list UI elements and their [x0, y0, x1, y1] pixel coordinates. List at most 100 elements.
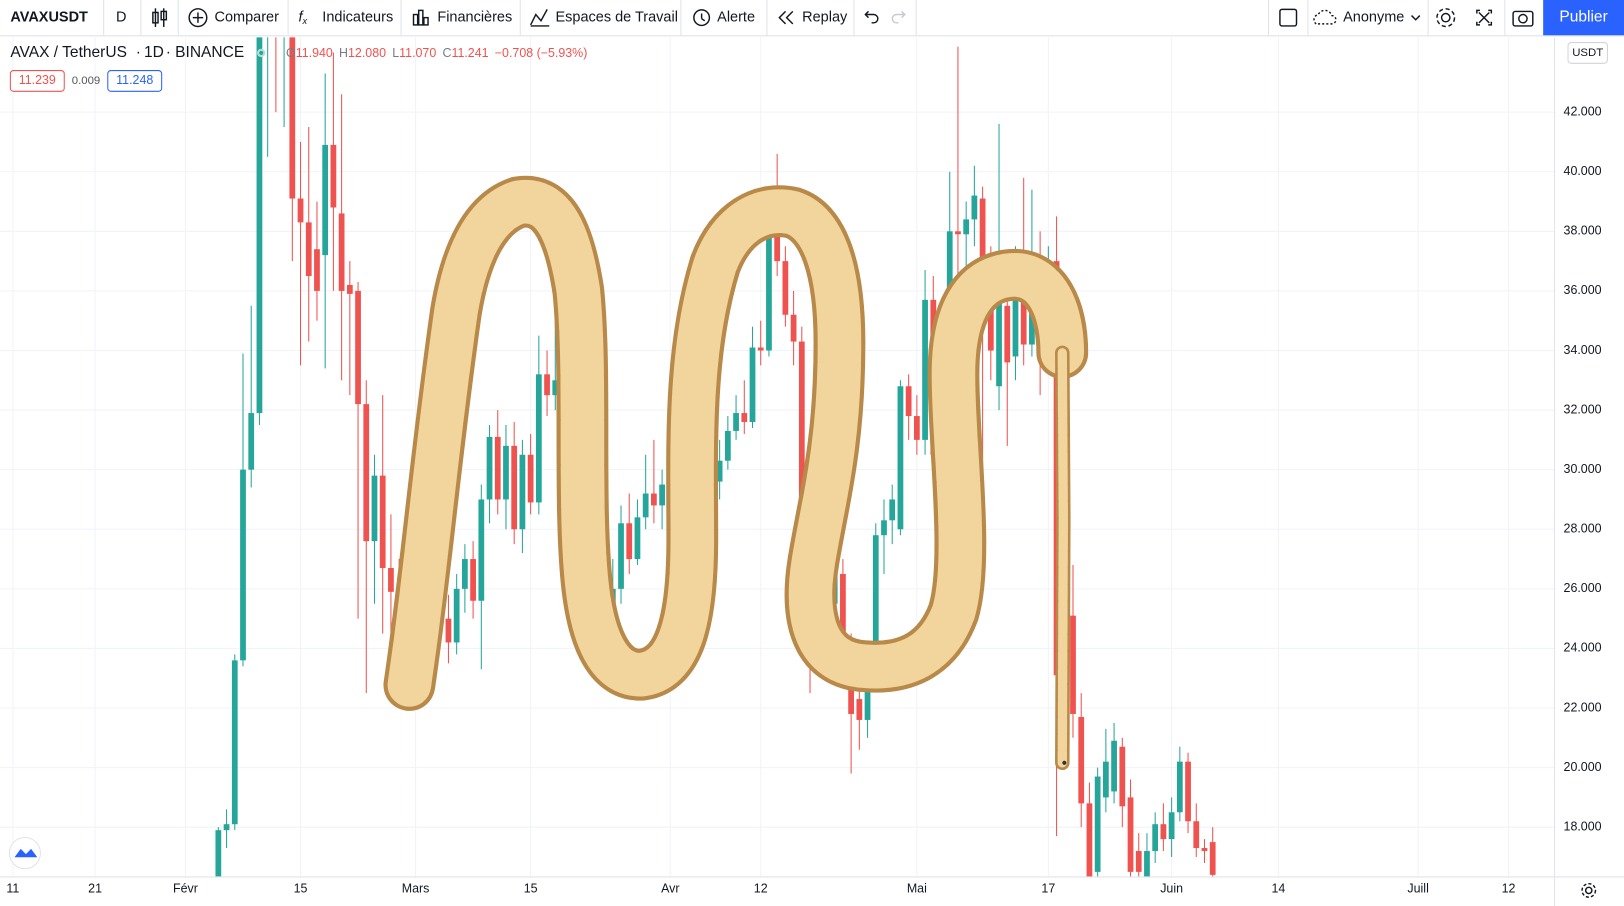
candle-body	[1209, 842, 1216, 875]
candle-body	[248, 413, 255, 470]
compare-icon[interactable]	[188, 8, 208, 28]
candle-body	[535, 374, 542, 503]
compare-button[interactable]: Comparer	[215, 9, 280, 25]
toolbar-bg	[0, 0, 1624, 36]
y-tick-label: 34.000	[1564, 343, 1602, 357]
replay-icon[interactable]	[778, 10, 794, 25]
ask: 11.248	[116, 73, 153, 87]
y-tick-label: 32.000	[1564, 402, 1602, 416]
candle-body	[724, 430, 731, 461]
bid-badge[interactable]	[9, 70, 65, 92]
settings-icon[interactable]	[1436, 8, 1456, 28]
candle-body	[955, 231, 961, 235]
x-tick-label: Mars	[402, 882, 430, 896]
candle-body	[996, 296, 1002, 387]
candle-body	[782, 261, 789, 315]
candle-body	[864, 666, 871, 720]
publish-button[interactable]: Publier	[1559, 9, 1607, 26]
candle-body	[913, 416, 920, 440]
candle-body	[445, 618, 452, 643]
candle-body	[1152, 824, 1159, 852]
change: −0.708 (−5.93%)	[495, 46, 588, 60]
interval[interactable]: D	[116, 9, 126, 25]
ohlc-value: 11.241	[451, 46, 488, 60]
y-tick-label: 18.000	[1564, 819, 1602, 833]
ohlc-key: H	[339, 46, 348, 60]
bid: 11.239	[19, 73, 56, 87]
candle-body	[757, 347, 764, 351]
candle-body	[1070, 615, 1076, 714]
replay-button[interactable]: Replay	[802, 9, 848, 25]
candle-body	[355, 290, 361, 405]
candle-body	[462, 559, 468, 589]
snapshot-icon[interactable]	[1512, 10, 1534, 27]
y-tick-label: 26.000	[1564, 581, 1602, 595]
ask-badge[interactable]	[107, 70, 163, 92]
y-tick-label: 28.000	[1564, 522, 1602, 536]
candle-body	[733, 413, 739, 431]
candle-body	[305, 222, 312, 277]
account-chevron[interactable]	[1411, 15, 1421, 21]
undo-icon[interactable]	[864, 10, 879, 24]
candle-body	[223, 824, 230, 831]
candle-body	[1012, 264, 1019, 357]
x-tick-label: Juill	[1407, 882, 1428, 896]
candle-body	[1111, 740, 1117, 792]
status-dot	[259, 50, 264, 56]
candle-body	[297, 198, 304, 223]
alert-icon[interactable]	[693, 9, 711, 27]
x-tick-label: 15	[294, 882, 308, 896]
candle-body	[716, 460, 723, 482]
indicators-icon[interactable]: fx	[298, 9, 307, 26]
candle-body	[231, 660, 238, 825]
candle-body	[503, 445, 509, 500]
axes: 18.000 20.000 22.000 24.000 26.000 28.000 30.0…	[6, 104, 1601, 895]
workspaces-button[interactable]: Espaces de Travail	[555, 9, 677, 25]
ohlc-value: 11.940	[296, 46, 333, 60]
candle-body	[889, 499, 896, 521]
account-button[interactable]: Anonyme	[1343, 9, 1404, 25]
candle-body	[363, 404, 370, 542]
y-tick-label: 38.000	[1564, 224, 1602, 238]
x-tick-label: 11	[6, 882, 19, 896]
candle-body	[790, 314, 797, 342]
workspaces-icon[interactable]	[529, 8, 550, 27]
currency-label: USDT	[1572, 47, 1603, 59]
layout-icon[interactable]	[1279, 8, 1298, 27]
ohlc-key: C	[442, 46, 451, 60]
ohlc-value: 12.080	[348, 46, 386, 60]
candle-body	[1020, 270, 1027, 345]
candle-body	[987, 290, 994, 351]
candle-body	[651, 493, 657, 506]
y-tick-label: 42.000	[1564, 104, 1602, 118]
financials-button[interactable]: Financières	[437, 9, 512, 25]
candle-body	[314, 249, 320, 291]
candle-body	[897, 386, 904, 530]
symbol[interactable]: AVAXUSDT	[10, 9, 88, 25]
fullscreen-icon[interactable]	[1476, 9, 1493, 26]
candle-body	[1193, 821, 1200, 849]
ohlc-value: 11.070	[399, 46, 436, 60]
x-tick-label: 15	[524, 882, 538, 896]
indicators-button[interactable]: Indicateurs	[322, 9, 393, 25]
financials-icon[interactable]	[412, 9, 429, 26]
candle-body	[1004, 305, 1011, 363]
chart-type-icon[interactable]	[152, 8, 168, 27]
spread: 0.009	[72, 75, 100, 87]
publish-bg[interactable]	[1543, 0, 1624, 36]
y-tick-label: 20.000	[1564, 760, 1602, 774]
cloud-icon[interactable]	[1313, 9, 1337, 25]
candle-body	[1102, 761, 1109, 798]
axis-settings-icon[interactable]	[1581, 882, 1597, 898]
candle-body	[922, 299, 928, 440]
redo-icon[interactable]	[891, 10, 906, 24]
pair: AVAX / TetherUS	[10, 44, 127, 61]
candle-body	[240, 469, 246, 661]
x-tick-label: 17	[1041, 882, 1055, 896]
x-tick-label: Mai	[907, 882, 927, 896]
candle-body	[289, 37, 296, 199]
x-tick-label: Avr	[661, 882, 679, 896]
candle-body	[256, 37, 263, 414]
alert-button[interactable]: Alerte	[717, 9, 755, 25]
y-tick-label: 24.000	[1564, 641, 1602, 655]
